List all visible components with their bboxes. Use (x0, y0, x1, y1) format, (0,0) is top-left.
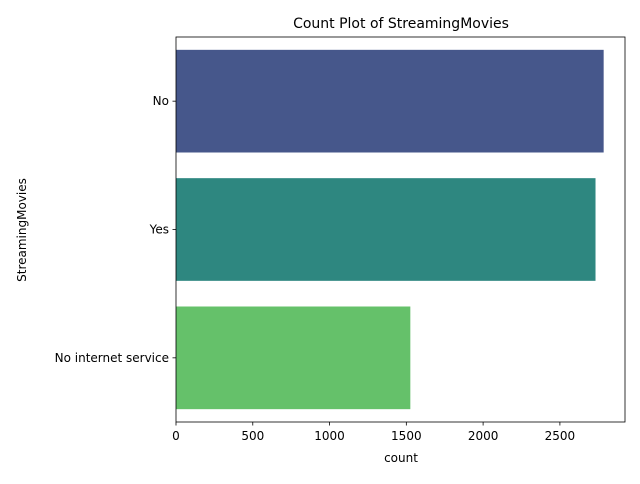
x-tick-label: 2500 (545, 429, 576, 443)
plot-frame (175, 36, 626, 423)
axes-layer (175, 36, 626, 423)
bar-no (176, 49, 604, 153)
x-tick-label: 500 (241, 429, 264, 443)
x-tick-label: 1000 (314, 429, 345, 443)
x-tick-label: 2000 (468, 429, 499, 443)
x-axis-label: count (384, 451, 418, 465)
y-tick-label: Yes (149, 223, 169, 237)
y-tick-label: No internet service (55, 351, 169, 365)
ticks-layer: No Yes No internet service 0 500 1000 1500 2000… (55, 94, 576, 443)
bar-no-internet-service (176, 306, 411, 410)
y-tick-label: No (153, 94, 169, 108)
y-axis-label: StreamingMovies (15, 178, 29, 282)
x-tick-label: 1500 (391, 429, 422, 443)
bars-layer (176, 49, 604, 410)
chart-title: Count Plot of StreamingMovies (293, 16, 509, 32)
bar-yes (176, 178, 596, 281)
x-tick-label: 0 (172, 429, 180, 443)
